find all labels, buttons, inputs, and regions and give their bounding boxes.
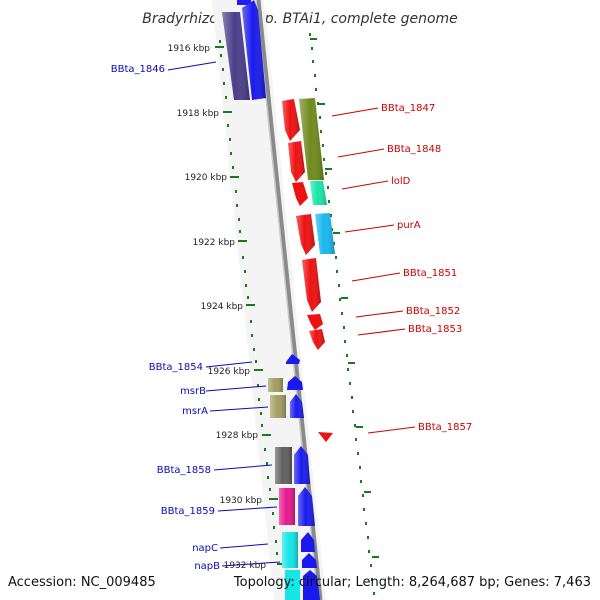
map-title: Bradyrhizobium sp. BTAi1, complete genom…: [142, 11, 458, 27]
kbp-label: 1930 kbp: [220, 496, 263, 506]
kbp-label: 1928 kbp: [216, 431, 259, 441]
gene-feature[interactable]: [303, 570, 320, 600]
sequence-band: [212, 0, 326, 600]
gene-label-bbta-1846[interactable]: BBta_1846: [111, 64, 165, 75]
gene-label-lold[interactable]: lolD: [391, 176, 411, 187]
inner-tick-column: [215, 40, 286, 565]
gene-label-bbta-1851[interactable]: BBta_1851: [403, 268, 457, 279]
outer-tick-column: [309, 33, 379, 595]
gene-feature-bbta-1857[interactable]: [318, 432, 333, 442]
gene-label-napc[interactable]: napC: [192, 543, 218, 554]
gene-label-bbta-1854[interactable]: BBta_1854: [149, 362, 203, 373]
reverse-gene-labels: BBta_1847 BBta_1848 lolD purA BBta_1851 …: [381, 103, 472, 433]
gene-label-pura[interactable]: purA: [397, 220, 421, 231]
gene-label-napb[interactable]: napB: [194, 561, 220, 572]
leader-lines: [167, 61, 416, 567]
gene-feature-bbta-1854[interactable]: [286, 354, 300, 364]
gene-feature-bbta-1852[interactable]: [307, 314, 323, 330]
topology-text: Topology: circular; Length: 8,264,687 bp…: [233, 575, 591, 590]
gene-feature-napc-b[interactable]: [301, 532, 315, 552]
gene-feature-napb-a[interactable]: [285, 570, 300, 600]
kbp-label: 1932 kbp: [224, 561, 267, 571]
kbp-label: 1920 kbp: [185, 173, 228, 183]
gene-feature-napb-b[interactable]: [302, 553, 317, 568]
reverse-strand-features: [282, 98, 335, 442]
gene-feature-lold[interactable]: [292, 182, 308, 206]
forward-strand-features: [222, 0, 320, 600]
kbp-label: 1924 kbp: [201, 302, 244, 312]
accession-text: Accession: NC_009485: [8, 575, 156, 590]
gene-label-bbta-1859[interactable]: BBta_1859: [161, 506, 215, 517]
gene-label-msrb[interactable]: msrB: [180, 386, 206, 397]
forward-gene-labels: BBta_1846 BBta_1854 msrB msrA BBta_1858 …: [111, 64, 220, 572]
gene-feature-msrb-b[interactable]: [287, 376, 303, 390]
kbp-label: 1918 kbp: [177, 109, 220, 119]
gene-label-msra[interactable]: msrA: [182, 406, 208, 417]
gene-feature[interactable]: [237, 0, 251, 5]
kbp-label: 1926 kbp: [208, 367, 251, 377]
kbp-label: 1916 kbp: [168, 44, 211, 54]
gene-label-bbta-1853[interactable]: BBta_1853: [408, 324, 462, 335]
kbp-labels: 1916 kbp 1918 kbp 1920 kbp 1922 kbp 1924…: [168, 44, 267, 571]
gene-label-bbta-1848[interactable]: BBta_1848: [387, 144, 441, 155]
gene-label-bbta-1858[interactable]: BBta_1858: [157, 465, 211, 476]
gene-label-bbta-1852[interactable]: BBta_1852: [406, 306, 460, 317]
gene-label-bbta-1847[interactable]: BBta_1847: [381, 103, 435, 114]
kbp-label: 1922 kbp: [193, 238, 236, 248]
gene-label-bbta-1857[interactable]: BBta_1857: [418, 422, 472, 433]
